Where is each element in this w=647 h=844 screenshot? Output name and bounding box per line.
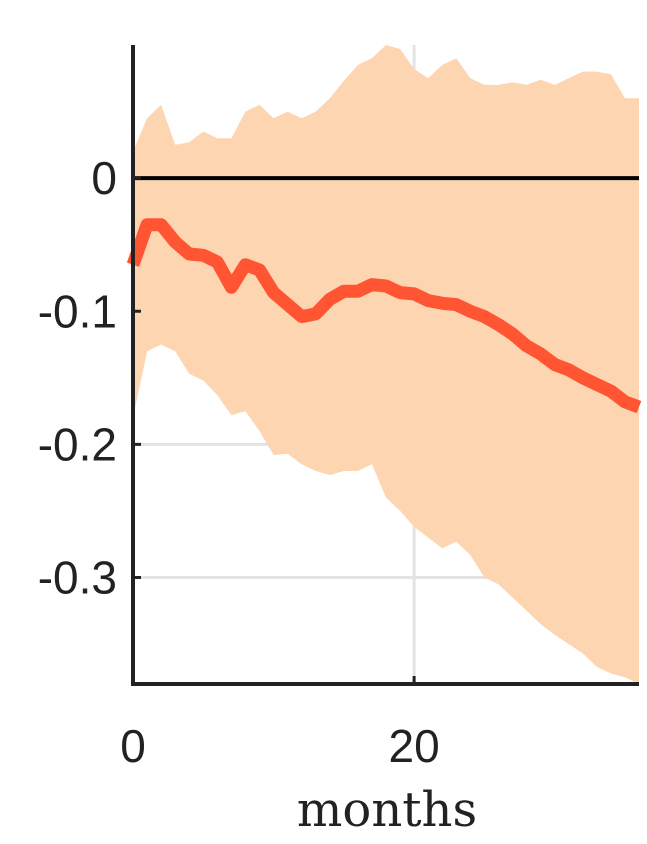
y-tick-label-0: 0 (91, 152, 117, 204)
tick-marks (131, 176, 416, 684)
x-tick-label-0: 0 (120, 720, 146, 772)
x-tick-label-1: 20 (389, 720, 440, 772)
confidence-band (133, 45, 639, 684)
x-axis-title: months (297, 782, 477, 838)
axes (131, 45, 639, 686)
y-tick-label-3: -0.3 (38, 552, 117, 604)
tick-labels: 0 -0.1 -0.2 -0.3 0 20 (38, 152, 440, 772)
y-tick-label-2: -0.2 (38, 418, 117, 470)
response-series-line (126, 218, 642, 414)
y-tick-label-1: -0.1 (38, 285, 117, 337)
